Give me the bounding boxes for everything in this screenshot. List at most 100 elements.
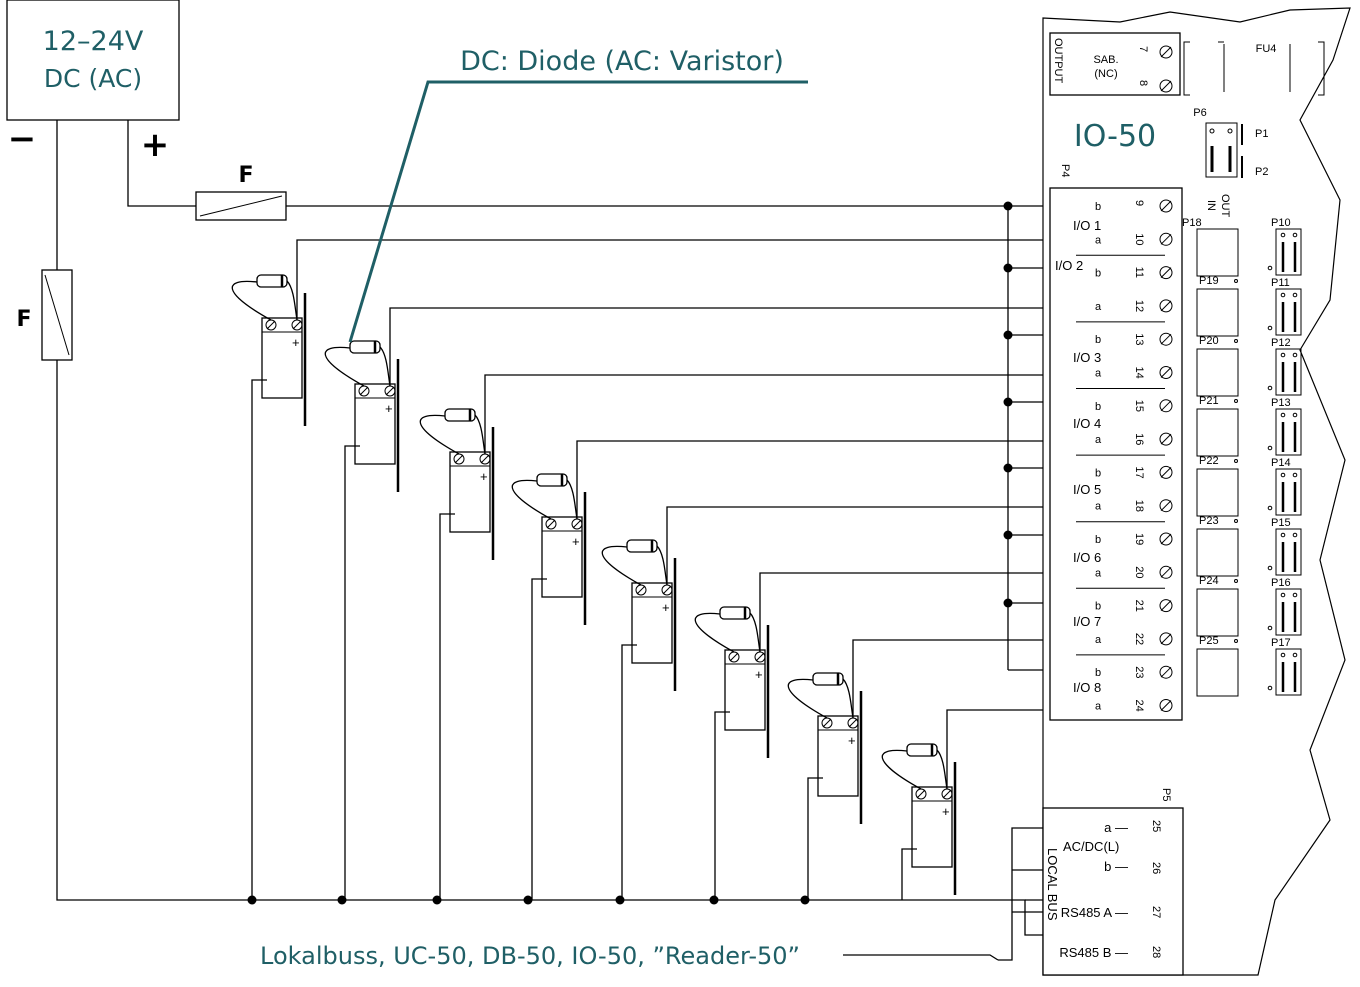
lock-4: + xyxy=(511,440,1050,900)
lock-1: + xyxy=(231,239,1050,900)
plabel-r1: P11 xyxy=(1271,277,1290,289)
lock-7: + xyxy=(787,639,1050,900)
lock-plus-6: + xyxy=(755,667,763,682)
io-terminal-12: 12 xyxy=(1133,300,1145,312)
lock-plus-5: + xyxy=(662,600,670,615)
io-terminal-10: 10 xyxy=(1133,233,1145,245)
plabel-r0: P10 xyxy=(1271,217,1291,229)
p6-label: P6 xyxy=(1193,107,1206,119)
io-terminal-13: 13 xyxy=(1133,333,1145,345)
io-terminal-19: 19 xyxy=(1133,533,1145,545)
plabel-P22: P22 xyxy=(1199,455,1219,467)
io-sub-19: b xyxy=(1095,534,1101,546)
fuse-minus-label: F xyxy=(16,307,31,332)
io-sub-10: a xyxy=(1095,234,1102,246)
fu4-fuse: FU4 xyxy=(1183,41,1325,96)
io-name-2: I/O 2 xyxy=(1055,258,1083,273)
terminal-26: 26 xyxy=(1150,862,1162,874)
callout-label: DC: Diode (AC: Varistor) xyxy=(460,46,784,77)
relay-3 xyxy=(1196,408,1239,457)
lock-plus-4: + xyxy=(572,534,580,549)
plabel-r6: P16 xyxy=(1271,577,1291,589)
relay-7 xyxy=(1196,648,1239,697)
terminal-7: 7 xyxy=(1137,46,1149,52)
io-sub-14: a xyxy=(1095,368,1102,380)
io-sub-17: b xyxy=(1095,467,1101,479)
terminal-8: 8 xyxy=(1137,80,1149,86)
lock-plus-7: + xyxy=(848,733,856,748)
p5-local-bus-block xyxy=(1042,807,1184,976)
lock-5: + xyxy=(601,506,1050,900)
relay-2 xyxy=(1196,348,1239,397)
io-name-5: I/O 5 xyxy=(1073,482,1101,497)
nc-label: (NC) xyxy=(1094,68,1117,80)
terminal-27: 27 xyxy=(1150,906,1162,918)
io-rows: b 9 a 10 b 11 a 12 b 13 a 14 b 15 a 16 b 17 a 18 b 19 a 20 b 21 a 2… xyxy=(1076,199,1173,713)
door-locks: + + + + + + + + xyxy=(231,239,1050,900)
p1-label: P1 xyxy=(1255,128,1268,140)
relay-1 xyxy=(1196,288,1239,337)
p18-label: P18 xyxy=(1182,217,1202,229)
io-sub-12: a xyxy=(1095,301,1102,313)
lock-plus-8: + xyxy=(942,804,950,819)
io-sub-23: b xyxy=(1095,667,1101,679)
minus-sign: − xyxy=(8,119,37,159)
io-name-8: I/O 8 xyxy=(1073,680,1101,695)
p6-jumper xyxy=(1205,122,1238,178)
plabel-P24: P24 xyxy=(1199,575,1219,587)
io-name-1: I/O 1 xyxy=(1073,218,1101,233)
relay-6 xyxy=(1196,588,1239,637)
supply-voltage: 12–24V xyxy=(43,26,144,57)
plabel-P25: P25 xyxy=(1199,635,1219,647)
callout-line xyxy=(348,80,808,343)
fu4-label: FU4 xyxy=(1256,43,1277,55)
relay-4 xyxy=(1196,468,1239,517)
output-label: OUTPUT xyxy=(1052,38,1064,84)
io-sub-13: b xyxy=(1095,334,1101,346)
io-sub-16: a xyxy=(1095,434,1102,446)
io-sub-22: a xyxy=(1095,634,1102,646)
plabel-r4: P14 xyxy=(1271,457,1291,469)
output-block xyxy=(1049,32,1181,96)
io-terminal-15: 15 xyxy=(1133,400,1145,412)
bus-acdc: AC/DC(L) xyxy=(1063,839,1119,854)
io-sub-18: a xyxy=(1095,501,1102,513)
io-terminal-23: 23 xyxy=(1133,666,1145,678)
io-terminal-18: 18 xyxy=(1133,500,1145,512)
io-sub-24: a xyxy=(1095,701,1102,713)
plabel-r3: P13 xyxy=(1271,397,1291,409)
p-connectors: P19 P20 P21 P22 P23 P24 P25 P10 P11 P12 P13 P14 P15 P… xyxy=(1196,217,1302,697)
plabel-P20: P20 xyxy=(1199,335,1219,347)
io-name-7: I/O 7 xyxy=(1073,614,1101,629)
io-sub-21: b xyxy=(1095,601,1101,613)
local-bus-label: LOCAL BUS xyxy=(1045,848,1060,921)
io-terminal-20: 20 xyxy=(1133,566,1145,578)
terminal-28: 28 xyxy=(1150,946,1162,958)
io-terminal-17: 17 xyxy=(1133,466,1145,478)
lock-2: + xyxy=(324,307,1050,900)
plabel-P21: P21 xyxy=(1199,395,1219,407)
terminal-25: 25 xyxy=(1150,820,1162,832)
bus-rs485a: RS485 A — xyxy=(1061,905,1128,920)
bus-a: a — xyxy=(1104,820,1128,835)
plabel-P23: P23 xyxy=(1199,515,1219,527)
p4-label: P4 xyxy=(1059,164,1071,177)
lock-6: + xyxy=(694,572,1050,900)
plabel-P19: P19 xyxy=(1199,275,1219,287)
p2-label: P2 xyxy=(1255,166,1268,178)
power-supply-box xyxy=(6,0,180,121)
p5-label: P5 xyxy=(1160,788,1172,801)
local-bus-description: Lokalbuss, UC-50, DB-50, IO-50, ”Reader-… xyxy=(260,942,800,970)
fuse-plus-label: F xyxy=(238,163,253,188)
bus-b: b — xyxy=(1104,859,1128,874)
io-sub-9: b xyxy=(1095,201,1101,213)
io-name-6: I/O 6 xyxy=(1073,550,1101,565)
out-label: OUT xyxy=(1219,194,1231,218)
lock-plus-2: + xyxy=(385,401,393,416)
relay-5 xyxy=(1196,528,1239,577)
io-name-4: I/O 4 xyxy=(1073,416,1101,431)
supply-type: DC (AC) xyxy=(44,64,142,93)
bus-rs485b: RS485 B — xyxy=(1059,945,1128,960)
